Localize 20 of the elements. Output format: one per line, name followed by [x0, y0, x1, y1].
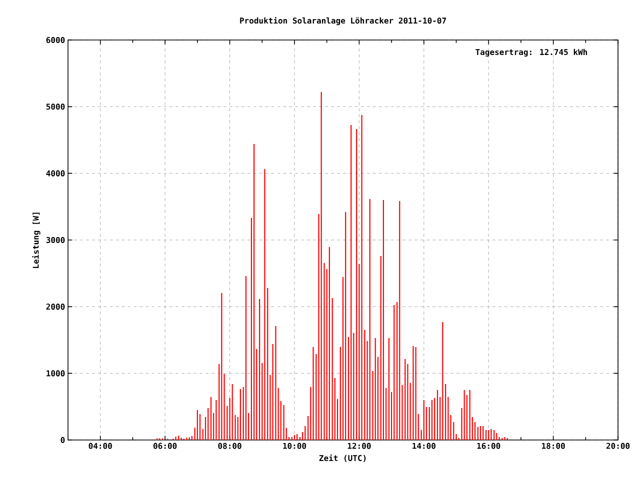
chart-title: Produktion Solaranlage Löhracker 2011-10-07 — [240, 17, 446, 26]
x-tick-label: 10:00 — [283, 442, 306, 449]
x-tick-label: 16:00 — [477, 442, 500, 449]
x-tick-label: 04:00 — [88, 442, 112, 449]
y-tick-label: 1000 — [46, 370, 65, 376]
x-axis-title: Zeit (UTC) — [319, 454, 366, 462]
x-tick-label: 12:00 — [348, 442, 371, 449]
y-tick-label: 4000 — [46, 170, 65, 176]
y-axis-title: Leistung [W] — [32, 212, 40, 268]
annotation: Tagesertrag: 12.745 kWh — [476, 48, 587, 57]
x-tick-label: 20:00 — [606, 442, 630, 449]
y-tick-label: 0 — [60, 436, 65, 444]
y-tick-label: 3000 — [46, 236, 65, 244]
y-tick-label: 2000 — [46, 304, 65, 310]
x-tick-label: 18:00 — [542, 442, 565, 449]
y-tick-label: 5000 — [46, 104, 65, 110]
x-tick-label: 14:00 — [412, 442, 436, 449]
x-tick-label: 08:00 — [218, 442, 242, 449]
x-tick-label: 06:00 — [154, 442, 177, 449]
y-tick-label: 6000 — [46, 36, 65, 44]
